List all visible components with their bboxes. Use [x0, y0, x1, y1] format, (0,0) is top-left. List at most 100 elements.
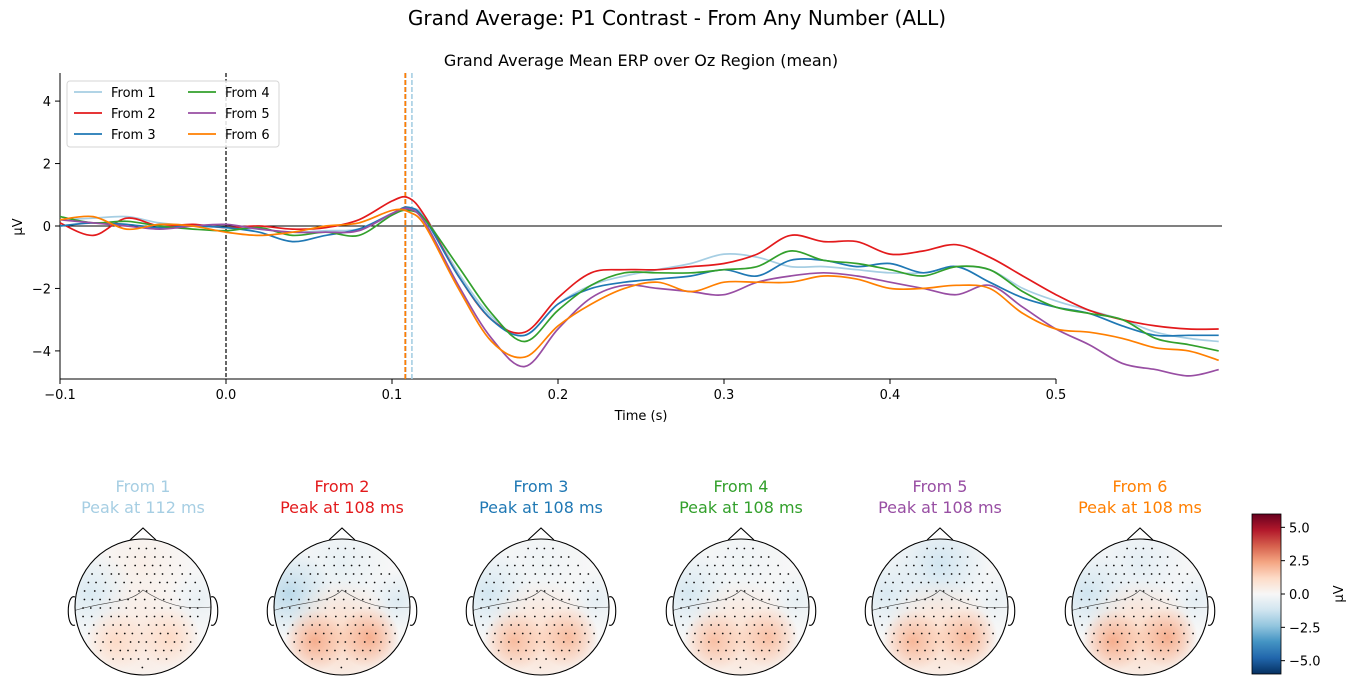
x-tick-label: 0.2 [548, 388, 569, 403]
erp-plot: −0.1 0.0 0.1 0.2 0.3 0.4 0.5 4 2 0 −2 −4 [32, 73, 1222, 403]
topomap-region [1082, 610, 1144, 672]
topomap-contour [274, 589, 410, 611]
topomap-region [936, 607, 998, 669]
colorbar-tick-label: −5.0 [1289, 655, 1321, 670]
topomap-electrodes [879, 547, 998, 669]
topomap-contour [473, 589, 609, 611]
topomap-field [1072, 539, 1208, 675]
y-tick-label: 4 [43, 95, 51, 110]
colorbar-tick-label: 0.0 [1289, 588, 1310, 603]
topomap-region [139, 607, 201, 669]
right-ear [210, 596, 219, 626]
topomap-region [537, 607, 599, 669]
x-axis-label: Time (s) [614, 409, 668, 424]
topomap-field [75, 539, 211, 675]
topomap-peak-label: Peak at 108 ms [1078, 498, 1202, 517]
y-tick-label: −4 [32, 345, 51, 360]
left-ear [864, 596, 873, 626]
left-ear [1064, 596, 1073, 626]
left-ear [67, 596, 76, 626]
topomap-title-4: From 4 Peak at 108 ms [651, 476, 831, 518]
topomap-field [274, 539, 410, 675]
head-outline [672, 538, 810, 676]
topomap-3 [465, 527, 617, 676]
nose [727, 527, 755, 541]
topomap-electrodes [281, 547, 400, 669]
nose [926, 527, 954, 541]
topomap-peak-label: Peak at 108 ms [280, 498, 404, 517]
topomap-contour [1072, 589, 1208, 611]
x-tick-label: 0.5 [1046, 388, 1067, 403]
topomap-peak-label: Peak at 108 ms [878, 498, 1002, 517]
colorbar: 5.0 2.5 0.0 −2.5 −5.0 µV [1251, 513, 1347, 675]
topomap-title-2: From 2 Peak at 108 ms [252, 476, 432, 518]
legend-label: From 5 [225, 107, 270, 122]
topomap-title-1: From 1 Peak at 112 ms [53, 476, 233, 518]
series-line-4 [59, 209, 1219, 352]
topomap-peak-label: Peak at 108 ms [479, 498, 603, 517]
left-ear [465, 596, 474, 626]
topomap-contour [75, 589, 211, 611]
topomap-region [882, 610, 944, 672]
series-line-2 [59, 195, 1219, 334]
series-line-5 [59, 207, 1219, 377]
x-tick-label: −0.1 [44, 388, 76, 403]
topomap-electrodes [1079, 547, 1198, 669]
topomap-region [483, 610, 545, 672]
nose [527, 527, 555, 541]
topomap-condition-label: From 1 [115, 477, 171, 496]
y-axis-label: µV [11, 218, 26, 235]
y-tick-label: −2 [32, 282, 51, 297]
legend: From 1 From 2 From 3 From 4 From 5 From 6 [66, 80, 280, 148]
right-ear [409, 596, 418, 626]
colorbar-gradient [1251, 513, 1282, 675]
topomap-2 [266, 527, 418, 676]
legend-label: From 3 [111, 128, 156, 143]
head-outline [74, 538, 212, 676]
topomap-condition-label: From 6 [1112, 477, 1168, 496]
topomap-4 [665, 527, 817, 676]
nose [129, 527, 157, 541]
figure-title: Grand Average: P1 Contrast - From Any Nu… [407, 6, 947, 30]
left-ear [665, 596, 674, 626]
topomap-region [683, 610, 745, 672]
topomap-peak-label: Peak at 112 ms [81, 498, 205, 517]
topomap-peak-label: Peak at 108 ms [679, 498, 803, 517]
legend-label: From 1 [111, 86, 156, 101]
topomap-1 [67, 527, 219, 676]
x-tick-label: 0.3 [714, 388, 735, 403]
colorbar-tick-label: 2.5 [1289, 555, 1310, 570]
left-ear [266, 596, 275, 626]
topomap-region [338, 607, 400, 669]
erp-plot-title: Grand Average Mean ERP over Oz Region (m… [444, 51, 838, 70]
topomap-condition-label: From 2 [314, 477, 370, 496]
nose [328, 527, 356, 541]
topomap-electrodes [680, 547, 799, 669]
topomap-region [284, 610, 346, 672]
topomap-5 [864, 527, 1016, 676]
topomap-field [673, 539, 809, 675]
y-tick-label: 0 [43, 220, 51, 235]
topomap-condition-label: From 5 [912, 477, 968, 496]
topomap-region [85, 610, 147, 672]
x-tick-label: 0.1 [382, 388, 403, 403]
series-line-3 [59, 206, 1219, 337]
head-outline [1071, 538, 1209, 676]
right-ear [608, 596, 617, 626]
legend-label: From 2 [111, 107, 156, 122]
colorbar-tick-label: 5.0 [1289, 521, 1310, 536]
topomap-electrodes [82, 547, 201, 669]
topomap-region [1136, 607, 1198, 669]
x-tick-label: 0.0 [216, 388, 237, 403]
topomap-row [67, 527, 1216, 676]
x-tick-label: 0.4 [880, 388, 901, 403]
head-outline [871, 538, 1009, 676]
topomap-contour [872, 589, 1008, 611]
topomap-title-5: From 5 Peak at 108 ms [850, 476, 1030, 518]
nose [1126, 527, 1154, 541]
topomap-field [872, 539, 1008, 675]
right-ear [1007, 596, 1016, 626]
topomap-title-3: From 3 Peak at 108 ms [451, 476, 631, 518]
legend-label: From 4 [225, 86, 270, 101]
